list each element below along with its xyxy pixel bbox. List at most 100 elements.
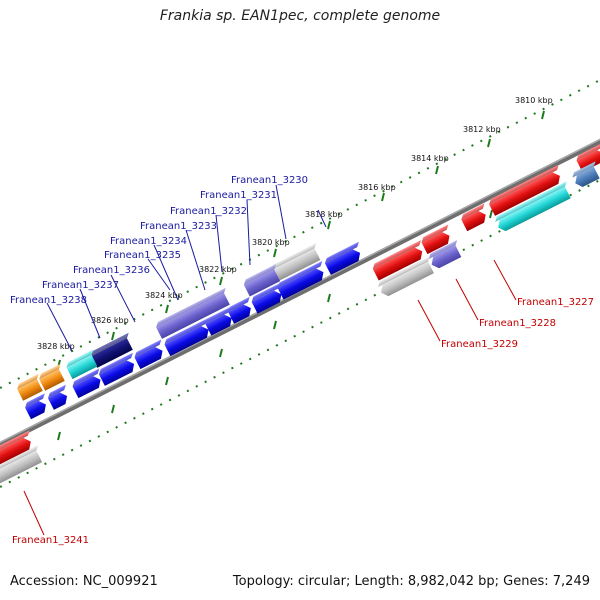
gene-glyph[interactable] (204, 306, 238, 336)
gene-glyph-top (66, 349, 94, 368)
gene-glyph-top (271, 243, 317, 271)
gene-glyph-body (17, 379, 43, 401)
gene-glyph-top (495, 181, 567, 222)
gene-glyph-top-face (576, 142, 600, 161)
gene-glyph[interactable] (0, 430, 37, 467)
gene-glyph-body (251, 290, 282, 314)
gene-glyph[interactable] (89, 332, 136, 368)
gene-glyph-body (205, 314, 232, 336)
gene-glyph-top (48, 384, 66, 399)
gene-label-franean1-3236[interactable]: Franean1_3236 (73, 265, 150, 276)
gene-glyph[interactable] (46, 384, 73, 410)
gene-label-franean1-3233[interactable]: Franean1_3233 (140, 221, 217, 232)
gene-label-franean1-3232[interactable]: Franean1_3232 (170, 206, 247, 217)
gene-glyph-top-face (271, 243, 317, 271)
gene-glyph-top-face (156, 287, 226, 328)
gene-label-franean1-3237[interactable]: Franean1_3237 (42, 280, 119, 291)
kbp-tick-label: 3820 kbp (252, 238, 290, 247)
gene-glyph-top-face (277, 261, 323, 289)
gene-glyphs (0, 142, 600, 485)
gene-label-franean1-3241[interactable]: Franean1_3241 (12, 535, 89, 546)
gene-glyph-body (0, 437, 31, 467)
gene-glyph[interactable] (371, 240, 429, 281)
gene-glyph-top (489, 164, 559, 205)
gene-glyph[interactable] (71, 368, 107, 399)
kbp-tick-label: 3824 kbp (145, 291, 183, 300)
gene-glyph-top (243, 264, 277, 285)
gene-label-franean1-3229[interactable]: Franean1_3229 (441, 339, 518, 350)
gene-glyph-body (134, 347, 163, 370)
gene-glyph[interactable] (65, 349, 101, 380)
gene-glyph-top-face (17, 373, 39, 390)
kbp-tick-label: 3828 kbp (37, 342, 75, 351)
gene-glyph[interactable] (270, 243, 324, 282)
gene-glyph-body (0, 450, 43, 484)
gene-glyph[interactable] (154, 287, 233, 339)
gene-label-franean1-3227[interactable]: Franean1_3227 (517, 297, 594, 308)
gene-glyph-top (428, 240, 458, 259)
kbp-tick-label: 3812 kbp (463, 125, 501, 134)
gene-glyph-top-face (428, 240, 458, 259)
gene-label-franean1-3228[interactable]: Franean1_3228 (479, 318, 556, 329)
gene-glyph[interactable] (487, 164, 566, 216)
gene-glyph-body (421, 232, 450, 255)
gene-glyph-top (91, 332, 129, 357)
gene-glyph-body (91, 338, 133, 368)
gene-glyph-top (325, 241, 359, 264)
gene-glyph-top (277, 261, 323, 289)
gene-glyph[interactable] (571, 161, 600, 189)
gene-glyph-top (0, 430, 30, 455)
gene-glyph-body (576, 150, 600, 173)
gene-glyph-top-face (228, 296, 250, 313)
gene-glyph[interactable] (276, 261, 330, 300)
gene-glyph-body (489, 172, 560, 216)
kbp-tick-label: 3826 kbp (91, 316, 129, 325)
gene-label-franean1-3231[interactable]: Franean1_3231 (200, 190, 277, 201)
gene-glyph[interactable] (37, 363, 68, 391)
gene-glyph[interactable] (242, 264, 284, 297)
gene-glyph[interactable] (15, 373, 46, 401)
gene-glyph[interactable] (376, 256, 437, 298)
gene-glyph[interactable] (23, 393, 52, 420)
gene-glyph-top-face (205, 306, 231, 325)
gene-glyph[interactable] (250, 283, 288, 314)
gene-glyph-top (251, 283, 281, 302)
gene-label-franean1-3238[interactable]: Franean1_3238 (10, 295, 87, 306)
gene-glyph-body (99, 360, 135, 386)
gene-glyph-body (271, 248, 321, 282)
gene-glyph-top (576, 142, 600, 161)
gene-glyph-top-face (25, 393, 45, 408)
gene-glyph[interactable] (323, 241, 366, 275)
gene-glyph-body (461, 211, 486, 232)
gene-label-franean1-3235[interactable]: Franean1_3235 (104, 250, 181, 261)
gene-glyph-body (575, 166, 600, 187)
kbp-tick-label: 3816 kbp (358, 183, 396, 192)
gene-glyph[interactable] (163, 318, 215, 357)
gene-glyph-body (39, 369, 65, 391)
gene-glyph[interactable] (226, 296, 257, 324)
gene-glyph-body (498, 186, 571, 232)
gene-glyph[interactable] (575, 142, 600, 173)
gene-glyph-body (72, 376, 101, 399)
gene-glyph[interactable] (0, 445, 46, 485)
gene-glyph-top (156, 287, 226, 328)
gene-glyph-top (72, 368, 100, 387)
gene-label-franean1-3234[interactable]: Franean1_3234 (110, 236, 187, 247)
gene-glyph[interactable] (460, 203, 493, 232)
gene-glyph[interactable] (133, 339, 169, 370)
gene-glyph[interactable] (420, 224, 456, 255)
gene-glyph-body (381, 261, 434, 297)
gene-glyph-body (156, 293, 230, 339)
gene-label-franean1-3230[interactable]: Franean1_3230 (231, 175, 308, 186)
gene-glyph-top (372, 240, 422, 269)
gene-glyph[interactable] (493, 181, 574, 233)
gene-glyph-top (378, 256, 430, 287)
gene-glyph-top-face (421, 224, 449, 243)
gene-glyph[interactable] (427, 240, 465, 271)
gene-glyph[interactable] (97, 352, 140, 386)
gene-glyph-top (0, 445, 39, 474)
gene-glyph-top (134, 339, 162, 358)
gene-glyph-top-face (372, 240, 422, 269)
gene-glyph-top (39, 363, 61, 380)
